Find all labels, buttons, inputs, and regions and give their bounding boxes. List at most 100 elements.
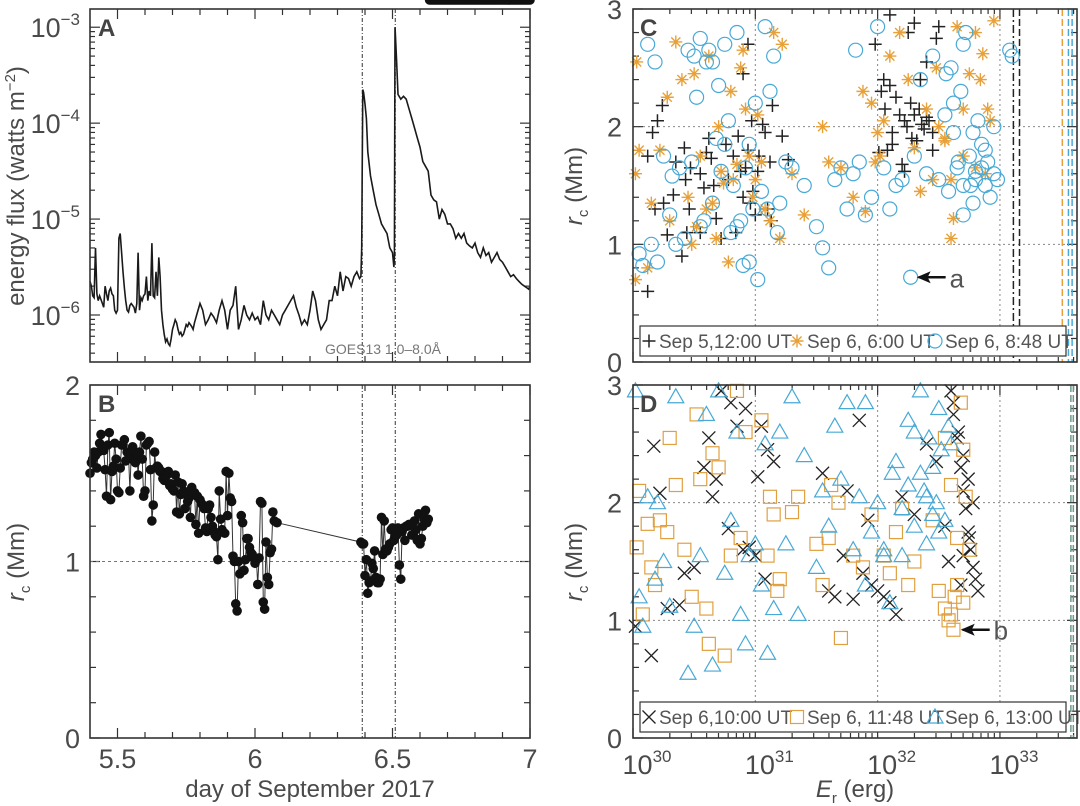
rc-data-point bbox=[266, 544, 277, 554]
asterisk-marker bbox=[739, 102, 753, 116]
asterisk-marker bbox=[981, 102, 995, 116]
circle-marker bbox=[701, 42, 717, 58]
y-tick-label-exp: −3 bbox=[61, 10, 80, 29]
circle-marker bbox=[903, 269, 919, 285]
asterisk-marker bbox=[632, 143, 646, 157]
triangle-marker bbox=[736, 634, 755, 651]
plus-marker bbox=[775, 129, 789, 143]
y-tick-label: 2 bbox=[607, 113, 622, 143]
y-tick-label-base: 10 bbox=[31, 205, 61, 235]
asterisk-marker bbox=[907, 141, 921, 155]
circle-marker bbox=[918, 166, 935, 182]
panel-c-frame bbox=[632, 8, 1078, 363]
asterisk-marker bbox=[944, 173, 958, 187]
plus-marker bbox=[878, 102, 892, 116]
square-marker bbox=[950, 577, 965, 593]
triangle-marker bbox=[756, 434, 775, 451]
asterisk-marker bbox=[938, 134, 952, 148]
circle-marker bbox=[937, 107, 953, 123]
rc-data-point bbox=[368, 563, 379, 574]
asterisk-marker bbox=[754, 155, 768, 169]
triangle-marker bbox=[752, 575, 771, 592]
y-tick-label: 2 bbox=[65, 371, 80, 401]
asterisk-marker bbox=[790, 334, 804, 348]
triangle-marker bbox=[899, 411, 918, 427]
plus-marker bbox=[646, 126, 660, 140]
asterisk-marker bbox=[877, 114, 891, 128]
asterisk-marker bbox=[868, 155, 882, 169]
square-marker bbox=[754, 413, 769, 428]
circle-marker bbox=[1004, 48, 1020, 64]
rc-data-point bbox=[237, 517, 248, 528]
square-marker bbox=[950, 530, 965, 546]
square-marker bbox=[946, 622, 961, 637]
legend-entry-label: Sep 6, 8:48 UT bbox=[945, 332, 1073, 353]
asterisk-marker bbox=[946, 211, 960, 225]
rc-data-point bbox=[211, 531, 222, 542]
panel-b-ylabel-sub: c bbox=[17, 585, 34, 593]
x-marker bbox=[687, 560, 702, 575]
plus-marker bbox=[693, 167, 707, 181]
circle-marker bbox=[704, 195, 721, 211]
x-marker bbox=[701, 430, 716, 445]
x-marker bbox=[815, 466, 830, 481]
triangle-marker bbox=[660, 597, 679, 613]
rc-data-point bbox=[136, 431, 146, 441]
y-tick-label-exp: −4 bbox=[61, 106, 80, 125]
circle-marker bbox=[808, 219, 825, 235]
circle-marker bbox=[635, 257, 651, 274]
plus-marker bbox=[745, 114, 759, 128]
asterisk-marker bbox=[706, 196, 720, 210]
circle-marker bbox=[863, 189, 880, 205]
panel-a-ylabel-end: ) bbox=[3, 66, 30, 74]
panel-letter-b: B bbox=[98, 391, 115, 418]
circle-marker bbox=[725, 177, 741, 194]
asterisk-marker bbox=[797, 208, 811, 222]
x-marker bbox=[852, 413, 867, 428]
panel-letter-c: C bbox=[640, 15, 657, 42]
panel-a-ylabel-text: energy flux (watts m bbox=[3, 91, 30, 306]
x-marker bbox=[953, 578, 968, 592]
triangle-marker bbox=[844, 540, 863, 557]
circle-marker bbox=[955, 36, 971, 52]
rc-data-point bbox=[219, 528, 230, 539]
triangle-marker bbox=[721, 511, 740, 527]
circle-marker bbox=[888, 177, 904, 194]
triangle-marker bbox=[831, 469, 850, 486]
y-tick-label: 10−5 bbox=[31, 202, 80, 235]
square-marker bbox=[962, 542, 977, 557]
plus-marker bbox=[883, 78, 897, 92]
rc-data-point bbox=[119, 434, 130, 445]
rc-data-point bbox=[137, 454, 148, 464]
asterisk-marker bbox=[962, 67, 976, 81]
circle-marker bbox=[741, 254, 757, 270]
asterisk-marker bbox=[714, 164, 728, 178]
circle-marker bbox=[741, 136, 757, 152]
triangle-marker bbox=[927, 493, 946, 510]
plus-marker bbox=[904, 96, 918, 110]
plus-marker bbox=[907, 16, 921, 30]
rc-data-point bbox=[409, 516, 420, 526]
x-marker bbox=[882, 595, 897, 610]
square-marker bbox=[931, 583, 946, 599]
triangle-marker bbox=[856, 575, 875, 592]
asterisk-marker bbox=[932, 120, 946, 134]
circle-marker bbox=[723, 224, 739, 241]
plus-marker bbox=[874, 84, 888, 98]
legend-box bbox=[639, 701, 1067, 733]
square-marker bbox=[629, 540, 644, 555]
plus-marker bbox=[926, 126, 940, 140]
goes-annotation: GOES13 1.0–8.0Å bbox=[325, 341, 442, 357]
plus-marker bbox=[900, 120, 914, 134]
asterisk-marker bbox=[973, 73, 987, 87]
x-marker bbox=[696, 460, 711, 475]
panel-c-ylabel-r: r bbox=[561, 216, 588, 225]
asterisk-marker bbox=[987, 14, 1001, 28]
rc-data-point bbox=[268, 507, 278, 517]
y-tick-label: 1 bbox=[65, 548, 80, 578]
triangle-marker bbox=[645, 569, 665, 586]
rc-data-point bbox=[272, 517, 282, 528]
x-tick-label: 1033 bbox=[989, 747, 1038, 780]
panel-a-flux-timeseries: 10−310−410−510−6 bbox=[31, 8, 531, 363]
